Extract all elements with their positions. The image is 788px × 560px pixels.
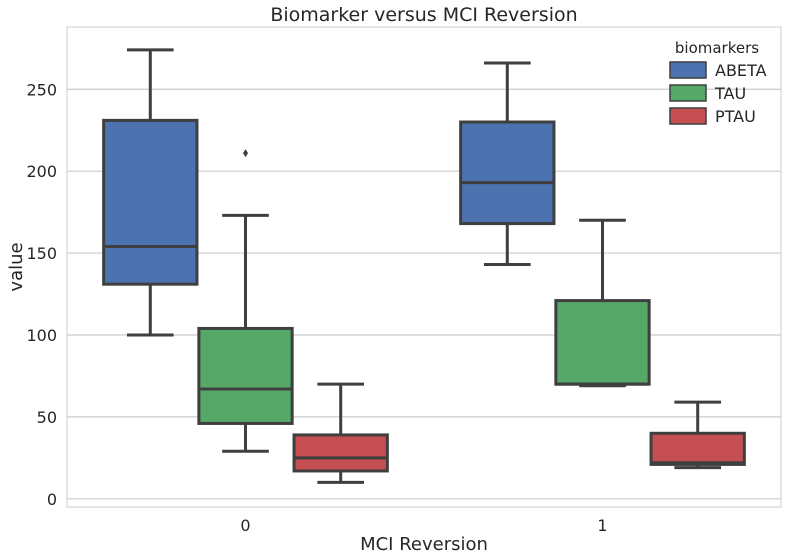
box-series [102, 48, 746, 484]
box-tau-0 [197, 149, 294, 453]
y-tick-label: 200 [26, 162, 57, 181]
legend: biomarkers ABETA TAU PTAU [669, 39, 767, 126]
box-body [554, 299, 651, 386]
y-tick-label: 150 [26, 244, 57, 263]
box-body [102, 118, 199, 286]
x-axis-title: MCI Reversion [360, 534, 488, 555]
legend-swatch-abeta [669, 61, 707, 79]
box-body [459, 120, 556, 226]
y-tick-labels: 0 50 100 150 200 250 [26, 80, 57, 509]
box-ptau-0 [292, 382, 389, 484]
x-tick-label: 0 [240, 516, 250, 535]
y-tick-label: 50 [37, 408, 57, 427]
box-body [292, 433, 389, 473]
x-tick-label: 1 [597, 516, 607, 535]
box-abeta-1 [459, 61, 556, 267]
legend-swatch-tau [669, 84, 707, 102]
y-axis-title: value [6, 242, 27, 291]
y-tick-label: 100 [26, 326, 57, 345]
legend-swatch-ptau [669, 107, 707, 125]
box-abeta-0 [102, 48, 199, 337]
y-tick-label: 250 [26, 80, 57, 99]
box-ptau-1 [649, 400, 746, 470]
legend-label-abeta: ABETA [715, 61, 767, 80]
legend-label-tau: TAU [714, 84, 746, 103]
box-body [197, 326, 294, 425]
box-body [649, 431, 746, 466]
legend-title: biomarkers [675, 39, 759, 57]
chart-title: Biomarker versus MCI Reversion [270, 4, 577, 26]
legend-label-ptau: PTAU [715, 107, 756, 126]
outlier-point [243, 149, 248, 158]
y-tick-label: 0 [47, 490, 57, 509]
box-tau-1 [554, 218, 651, 388]
